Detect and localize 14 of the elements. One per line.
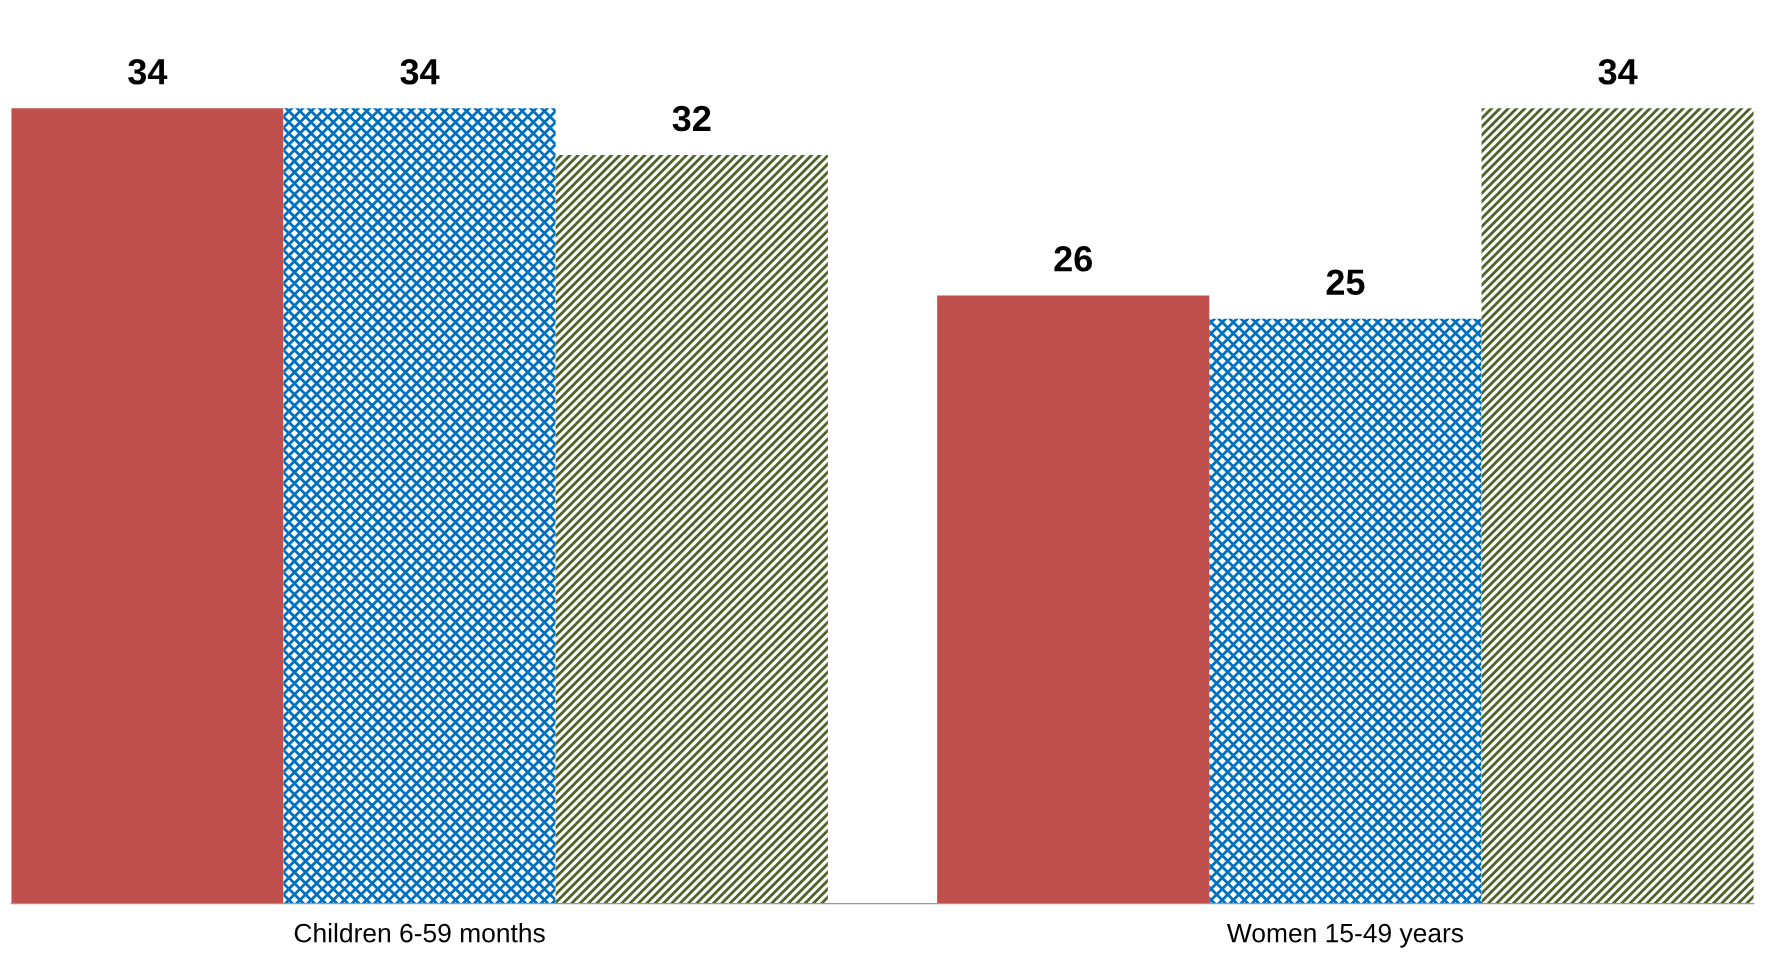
bar (11, 108, 284, 904)
data-label: 32 (672, 105, 711, 132)
data-label: 34 (400, 58, 440, 85)
bar (1209, 318, 1482, 904)
bar (283, 108, 556, 904)
data-label: 34 (1598, 58, 1638, 85)
data-label: 25 (1326, 269, 1365, 296)
data-label: 34 (128, 58, 168, 85)
data-label: 26 (1054, 246, 1093, 272)
bar (555, 155, 828, 904)
bar (937, 295, 1210, 904)
x-tick-label: Women 15-49 years (1226, 923, 1464, 948)
bar (1481, 108, 1754, 904)
x-tick-label: Children 6-59 months (294, 923, 545, 943)
